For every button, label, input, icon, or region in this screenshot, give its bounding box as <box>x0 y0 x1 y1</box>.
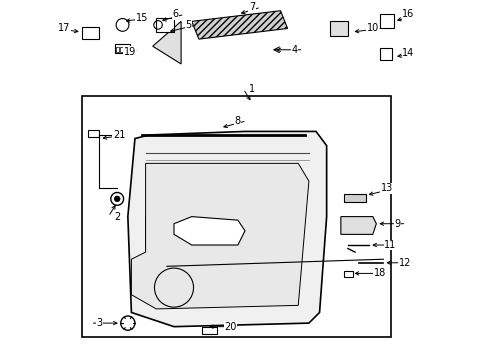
FancyBboxPatch shape <box>124 47 128 51</box>
FancyBboxPatch shape <box>344 194 366 202</box>
Text: 3: 3 <box>97 318 102 328</box>
FancyBboxPatch shape <box>116 47 120 51</box>
Text: 21: 21 <box>113 130 125 140</box>
FancyBboxPatch shape <box>380 14 394 28</box>
Text: 4: 4 <box>292 45 298 55</box>
FancyBboxPatch shape <box>156 18 174 32</box>
Text: 16: 16 <box>402 9 415 19</box>
FancyBboxPatch shape <box>116 44 130 53</box>
FancyBboxPatch shape <box>82 27 99 39</box>
FancyBboxPatch shape <box>344 271 353 277</box>
Text: 8: 8 <box>235 116 241 126</box>
Text: 1: 1 <box>249 84 255 94</box>
Polygon shape <box>153 21 181 64</box>
Text: 15: 15 <box>136 13 148 23</box>
PathPatch shape <box>341 217 376 234</box>
FancyBboxPatch shape <box>202 327 217 334</box>
Polygon shape <box>192 11 288 39</box>
Text: 18: 18 <box>374 269 386 278</box>
Text: 5: 5 <box>185 20 191 30</box>
PathPatch shape <box>146 210 280 252</box>
Text: 14: 14 <box>402 48 415 58</box>
Text: 9: 9 <box>394 219 401 229</box>
Text: 17: 17 <box>58 23 70 33</box>
FancyBboxPatch shape <box>330 21 348 36</box>
FancyBboxPatch shape <box>88 130 99 137</box>
Text: 12: 12 <box>398 258 411 268</box>
PathPatch shape <box>174 217 245 245</box>
Text: 13: 13 <box>381 183 393 193</box>
PathPatch shape <box>131 163 309 309</box>
Text: 11: 11 <box>385 240 397 250</box>
Text: 20: 20 <box>224 322 237 332</box>
PathPatch shape <box>128 131 327 327</box>
Text: 2: 2 <box>114 212 121 222</box>
FancyBboxPatch shape <box>82 96 391 337</box>
Text: 6: 6 <box>172 9 179 19</box>
Circle shape <box>114 196 120 202</box>
FancyBboxPatch shape <box>380 48 392 60</box>
FancyBboxPatch shape <box>121 47 123 51</box>
Text: 10: 10 <box>367 23 379 33</box>
Text: 7: 7 <box>249 2 255 12</box>
Text: 19: 19 <box>123 46 136 57</box>
